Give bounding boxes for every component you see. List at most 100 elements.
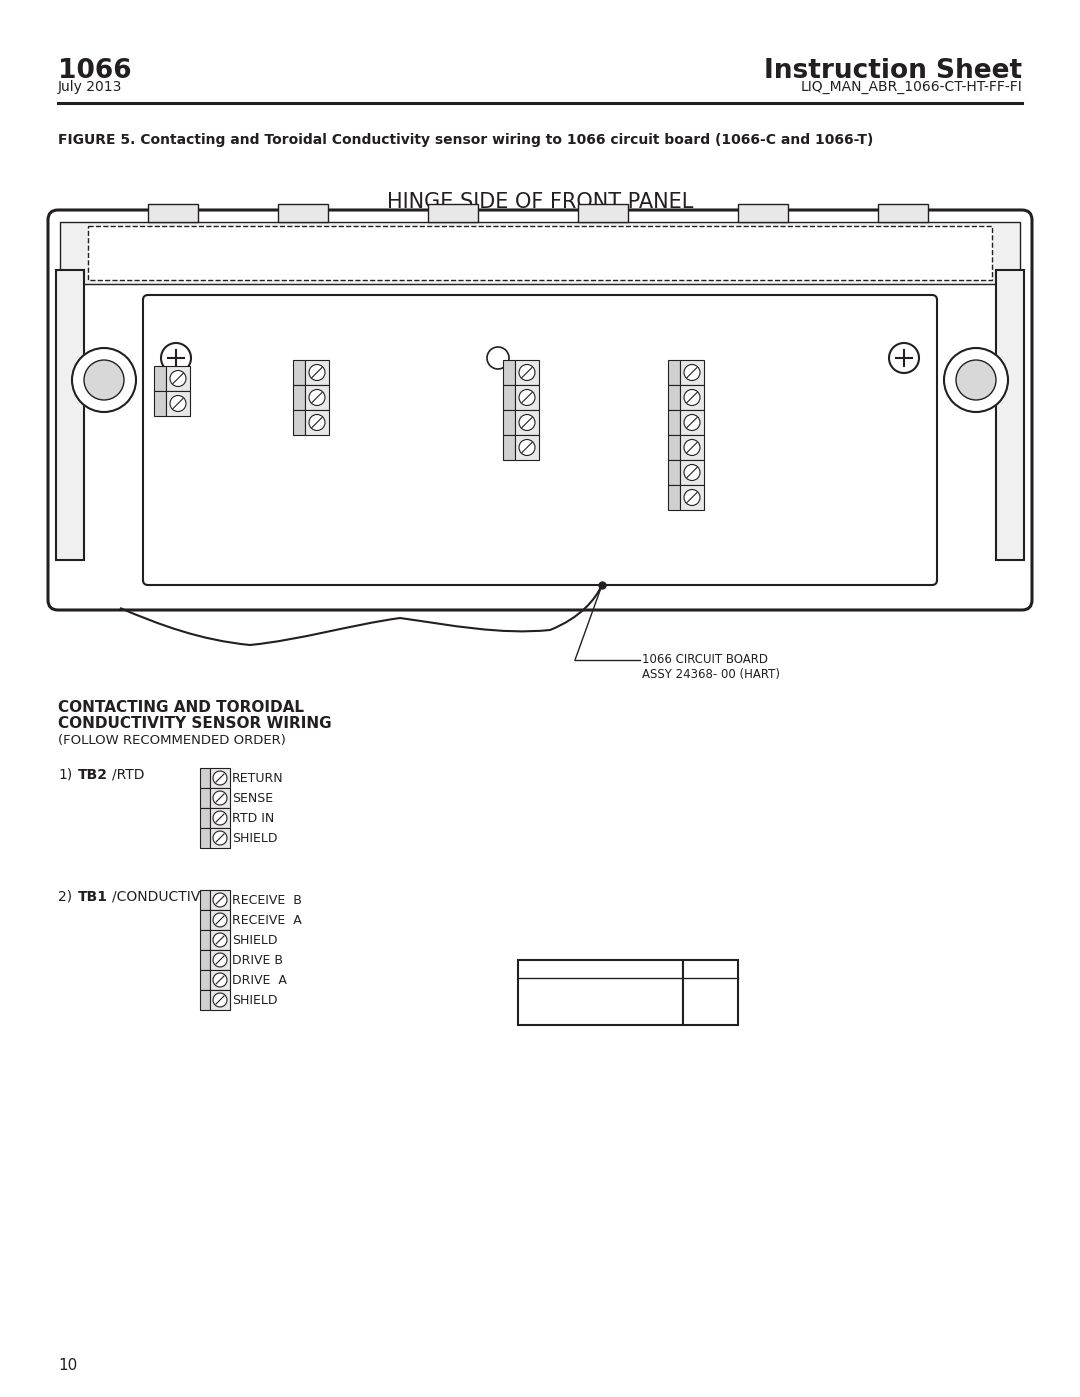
Bar: [669, 434, 680, 460]
Circle shape: [519, 440, 535, 455]
Bar: [200, 909, 210, 930]
Bar: [305, 409, 329, 434]
Bar: [683, 960, 738, 1025]
Bar: [305, 360, 329, 386]
Text: SENSOR WIRING: SENSOR WIRING: [509, 328, 623, 341]
Circle shape: [684, 440, 700, 455]
Text: LOOP PWR: LOOP PWR: [293, 339, 355, 353]
Bar: [200, 950, 210, 970]
Circle shape: [170, 370, 186, 387]
Circle shape: [213, 953, 227, 967]
Text: A: A: [697, 986, 725, 1020]
Bar: [210, 890, 230, 909]
Bar: [503, 409, 515, 434]
Text: 1): 1): [58, 768, 72, 782]
Text: TB6: TB6: [299, 468, 321, 478]
Text: +24V: +24V: [330, 365, 361, 374]
Circle shape: [309, 415, 325, 430]
Bar: [293, 386, 305, 409]
Text: DSHLD: DSHLD: [705, 489, 744, 499]
Bar: [210, 970, 230, 990]
Text: LIQ_MAN_ABR_1066-CT-HT-FF-FI: LIQ_MAN_ABR_1066-CT-HT-FF-FI: [800, 80, 1022, 94]
Text: TB1: TB1: [679, 346, 706, 359]
Text: DWG NO: DWG NO: [522, 963, 568, 972]
Circle shape: [213, 771, 227, 785]
Text: TB2: TB2: [78, 768, 108, 782]
Text: REV: REV: [687, 963, 707, 972]
Text: GND: GND: [330, 388, 355, 400]
Circle shape: [684, 464, 700, 481]
Text: SHIELD: SHIELD: [232, 995, 278, 1007]
Circle shape: [170, 395, 186, 412]
Bar: [200, 788, 210, 807]
Bar: [154, 366, 166, 391]
Bar: [200, 890, 210, 909]
Circle shape: [519, 390, 535, 405]
Circle shape: [213, 933, 227, 947]
Bar: [210, 909, 230, 930]
Bar: [503, 360, 515, 386]
Bar: [578, 204, 627, 222]
Bar: [428, 204, 478, 222]
Text: 1066 CIRCUIT BOARD: 1066 CIRCUIT BOARD: [642, 652, 768, 666]
Text: SENSE: SENSE: [458, 388, 495, 400]
Text: (OUTPUT1): (OUTPUT1): [293, 328, 354, 338]
Bar: [60, 222, 1020, 284]
Circle shape: [684, 489, 700, 506]
Text: DRIVE B: DRIVE B: [232, 954, 283, 967]
Bar: [166, 366, 190, 391]
Bar: [200, 930, 210, 950]
Bar: [293, 409, 305, 434]
Bar: [503, 386, 515, 409]
Bar: [738, 204, 788, 222]
Text: RECEIVE  A: RECEIVE A: [232, 914, 301, 928]
Text: DRV_A: DRV_A: [705, 464, 742, 475]
Bar: [210, 807, 230, 828]
Bar: [200, 990, 210, 1010]
Text: OUTPUT 2: OUTPUT 2: [200, 346, 256, 356]
Circle shape: [487, 346, 509, 369]
Bar: [200, 970, 210, 990]
Bar: [210, 990, 230, 1010]
Text: DRIVE  A: DRIVE A: [232, 974, 287, 988]
Bar: [166, 391, 190, 416]
Bar: [996, 270, 1024, 560]
Text: RTD IN: RTD IN: [232, 812, 274, 826]
Circle shape: [72, 348, 136, 412]
Text: CONTACTING AND TOROIDAL: CONTACTING AND TOROIDAL: [58, 700, 303, 715]
Text: DRV_B: DRV_B: [705, 439, 742, 450]
Circle shape: [519, 415, 535, 430]
Text: /CONDUCTIVITY: /CONDUCTIVITY: [112, 890, 221, 904]
Bar: [669, 360, 680, 386]
Bar: [680, 409, 704, 434]
Text: THUM: THUM: [333, 409, 343, 439]
Bar: [680, 460, 704, 485]
Bar: [293, 360, 305, 386]
Bar: [87, 226, 993, 279]
FancyBboxPatch shape: [143, 295, 937, 585]
Text: FIGURE 5. Contacting and Toroidal Conductivity sensor wiring to 1066 circuit boa: FIGURE 5. Contacting and Toroidal Conduc…: [58, 133, 874, 147]
Text: +24V: +24V: [191, 370, 222, 380]
Text: 10: 10: [58, 1358, 78, 1373]
Circle shape: [889, 344, 919, 373]
Bar: [680, 386, 704, 409]
Text: RTN IN: RTN IN: [458, 414, 495, 425]
Bar: [515, 434, 539, 460]
Bar: [200, 807, 210, 828]
Circle shape: [213, 831, 227, 845]
Text: ASSY 24368- 00 (HART): ASSY 24368- 00 (HART): [642, 668, 780, 680]
Text: SHIELD: SHIELD: [232, 833, 278, 845]
Circle shape: [684, 415, 700, 430]
Circle shape: [956, 360, 996, 400]
Circle shape: [684, 365, 700, 380]
Bar: [669, 409, 680, 434]
Bar: [210, 768, 230, 788]
Bar: [200, 828, 210, 848]
Bar: [518, 960, 683, 1025]
Text: RECEIVE  B: RECEIVE B: [232, 894, 302, 907]
Bar: [515, 409, 539, 434]
Text: TB1: TB1: [78, 890, 108, 904]
Text: GND: GND: [191, 395, 216, 405]
Bar: [680, 485, 704, 510]
Bar: [210, 828, 230, 848]
